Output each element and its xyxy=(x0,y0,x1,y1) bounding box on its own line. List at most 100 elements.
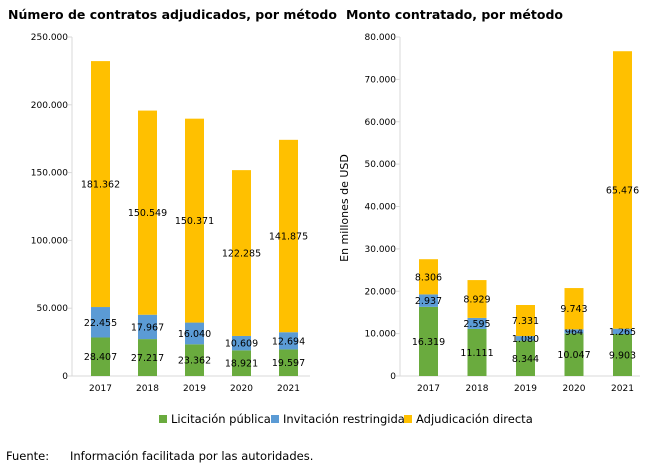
data-label-licitacion-2019: 8.344 xyxy=(512,354,539,365)
y-tick-label: 70.000 xyxy=(365,75,397,85)
bar-adjudicacion-2018 xyxy=(467,280,487,318)
y-tick-label: 250.000 xyxy=(31,33,68,43)
y-tick-label: 100.000 xyxy=(31,236,68,246)
y-tick-label: 0 xyxy=(390,372,396,382)
data-label-adjudicacion-2017: 8.306 xyxy=(415,272,442,283)
plot-amount: 0 10.000 20.000 30.000 40.000 50.000 60.000 70.… xyxy=(365,33,640,394)
data-label-adjudicacion-2019: 7.331 xyxy=(512,316,539,327)
data-label-licitacion-2018: 27.217 xyxy=(131,353,164,364)
plot-contracts: 0 50.000 100.000 150.000 200.000 250.000 28.40… xyxy=(31,33,310,394)
data-label-licitacion-2018: 11.111 xyxy=(460,348,493,359)
source-text: Información facilitada por las autoridad… xyxy=(70,449,314,463)
data-label-invitacion-2017: 2.937 xyxy=(415,296,442,307)
data-label-invitacion-2019: 16.040 xyxy=(178,329,211,340)
y-tick-label: 20.000 xyxy=(365,287,397,297)
data-label-licitacion-2020: 10.047 xyxy=(557,350,590,361)
legend-swatch-adjudicacion xyxy=(404,415,412,423)
data-label-licitacion-2017: 28.407 xyxy=(84,352,117,363)
legend: Licitación pública Invitación restringid… xyxy=(159,412,533,426)
source-note: Fuente: Información facilitada por las au… xyxy=(6,449,313,463)
x-tick-label: 2021 xyxy=(277,384,300,394)
bar-adjudicacion-2017 xyxy=(91,61,110,308)
bar-licitacion-2020 xyxy=(232,350,251,376)
legend-label-invitacion: Invitación restringida xyxy=(283,412,405,426)
bar-invitacion-2018 xyxy=(138,314,157,340)
bar-licitacion-2020 xyxy=(564,333,584,376)
data-label-licitacion-2017: 16.319 xyxy=(412,337,445,348)
bar-licitacion-2019 xyxy=(516,340,535,376)
x-tick-label: 2018 xyxy=(466,384,489,394)
bar-invitacion-2021 xyxy=(279,332,298,350)
bar-invitacion-2020 xyxy=(564,329,584,334)
data-label-adjudicacion-2019: 150.371 xyxy=(175,216,214,227)
legend-label-licitacion: Licitación pública xyxy=(171,412,271,426)
y-axis-label-amount: En millones de USD xyxy=(338,154,351,262)
bar-adjudicacion-2017 xyxy=(419,259,438,295)
bar-invitacion-2017 xyxy=(91,307,110,338)
x-tick-label: 2019 xyxy=(183,384,206,394)
x-tick-label: 2017 xyxy=(89,384,112,394)
data-label-licitacion-2021: 9.903 xyxy=(609,351,636,362)
bar-licitacion-2017 xyxy=(91,337,110,376)
legend-swatch-licitacion xyxy=(159,415,167,423)
bar-licitacion-2018 xyxy=(138,339,157,376)
y-tick-label: 50.000 xyxy=(37,304,69,314)
y-tick-label: 10.000 xyxy=(365,330,397,340)
data-label-invitacion-2017: 22.455 xyxy=(84,318,117,329)
bar-adjudicacion-2019 xyxy=(185,118,204,323)
data-label-licitacion-2020: 18.921 xyxy=(225,359,258,370)
data-label-adjudicacion-2018: 8.929 xyxy=(463,295,490,306)
bar-adjudicacion-2018 xyxy=(138,110,157,315)
data-label-invitacion-2021: 1.265 xyxy=(609,327,636,338)
y-tick-label: 50.000 xyxy=(365,160,397,170)
x-tick-label: 2018 xyxy=(136,384,159,394)
data-label-invitacion-2018: 17.967 xyxy=(131,322,164,333)
legend-label-adjudicacion: Adjudicación directa xyxy=(416,412,533,426)
data-label-invitacion-2018: 2.595 xyxy=(463,319,490,330)
x-tick-label: 2021 xyxy=(611,384,634,394)
bar-licitacion-2019 xyxy=(185,344,204,376)
bar-licitacion-2018 xyxy=(467,328,487,376)
y-tick-label: 80.000 xyxy=(365,33,397,43)
data-label-invitacion-2019: 1.080 xyxy=(512,334,539,345)
data-label-licitacion-2021: 19.597 xyxy=(272,358,305,369)
y-tick-label: 0 xyxy=(62,372,68,382)
x-tick-label: 2019 xyxy=(514,384,537,394)
chart-title-amount: Monto contratado, por método xyxy=(346,7,563,22)
bar-licitacion-2021 xyxy=(613,334,632,376)
data-label-invitacion-2020: 964 xyxy=(565,327,583,338)
bar-adjudicacion-2021 xyxy=(613,51,632,329)
bar-adjudicacion-2019 xyxy=(516,305,535,337)
data-label-licitacion-2019: 23.362 xyxy=(178,356,211,367)
data-label-invitacion-2020: 10.609 xyxy=(225,339,258,350)
bar-licitacion-2021 xyxy=(279,349,298,376)
data-label-adjudicacion-2020: 122.285 xyxy=(222,249,261,260)
y-tick-label: 30.000 xyxy=(365,245,397,255)
bar-adjudicacion-2021 xyxy=(279,139,298,333)
x-tick-label: 2020 xyxy=(230,384,253,394)
y-tick-label: 60.000 xyxy=(365,118,397,128)
source-label: Fuente: xyxy=(6,449,50,463)
x-tick-label: 2020 xyxy=(563,384,586,394)
data-label-adjudicacion-2017: 181.362 xyxy=(81,180,120,191)
bar-licitacion-2017 xyxy=(419,306,438,376)
bar-invitacion-2018 xyxy=(467,317,487,329)
legend-swatch-invitacion xyxy=(271,415,279,423)
data-label-adjudicacion-2020: 9.743 xyxy=(560,304,587,315)
x-tick-label: 2017 xyxy=(417,384,440,394)
chart-title-contracts: Número de contratos adjudicados, por mét… xyxy=(8,7,337,22)
bar-invitacion-2019 xyxy=(185,322,204,345)
y-tick-label: 200.000 xyxy=(31,101,68,111)
data-label-adjudicacion-2021: 65.476 xyxy=(606,185,639,196)
data-label-adjudicacion-2021: 141.875 xyxy=(269,232,308,243)
bar-adjudicacion-2020 xyxy=(564,288,584,330)
bar-invitacion-2019 xyxy=(516,336,535,341)
y-tick-label: 150.000 xyxy=(31,169,68,179)
bar-invitacion-2021 xyxy=(613,328,632,335)
bar-adjudicacion-2020 xyxy=(232,170,251,336)
data-label-invitacion-2021: 12.694 xyxy=(272,336,305,347)
y-tick-label: 40.000 xyxy=(365,203,397,213)
data-label-adjudicacion-2018: 150.549 xyxy=(128,208,167,219)
